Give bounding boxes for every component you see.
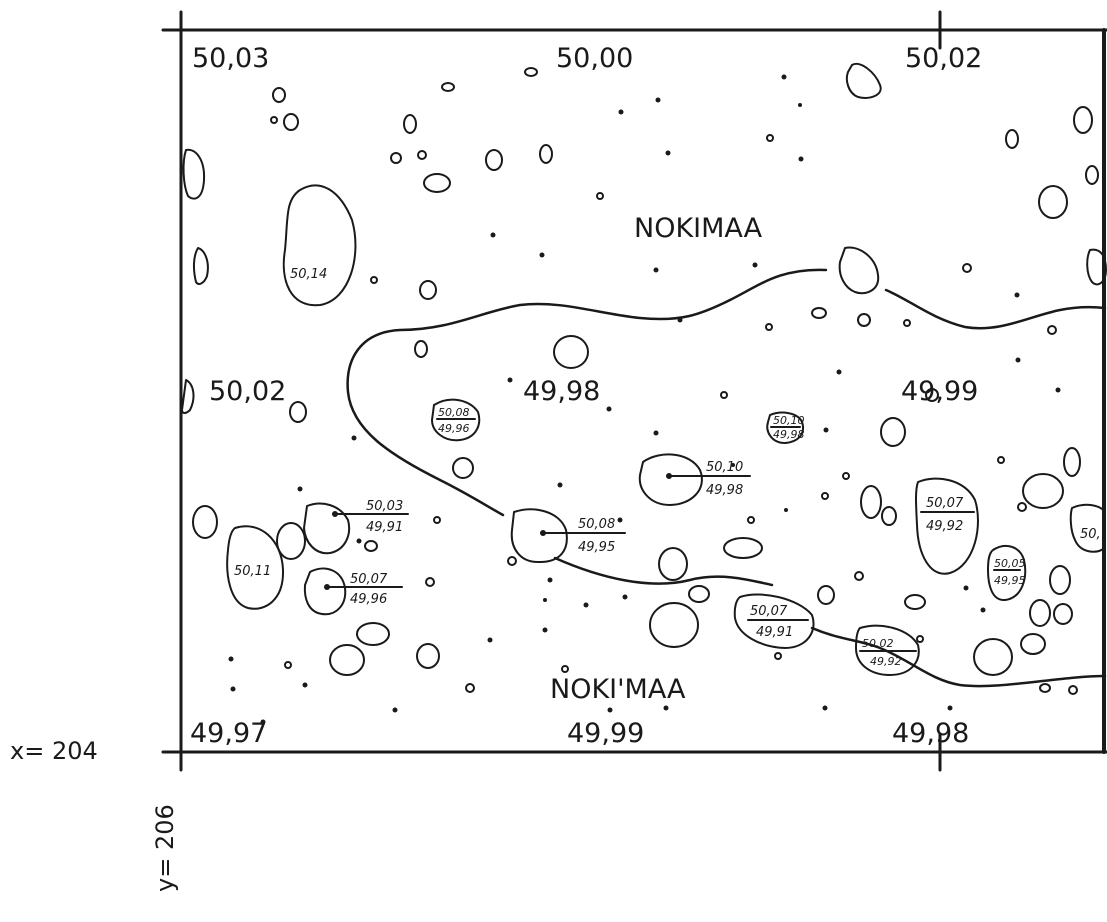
leader-dots (324, 473, 672, 590)
pair-bottom: 49,92 (870, 655, 902, 668)
boulder-height: 50,11 (234, 564, 271, 579)
pair-top: 50,03 (366, 499, 403, 514)
spot-height-top-right: 50,02 (905, 43, 982, 74)
spot-height-mid-left: 50,02 (209, 376, 286, 407)
leader-lines (326, 418, 1021, 652)
pair-bottom: 49,95 (994, 574, 1026, 587)
y-coordinate-label: y= 206 (151, 804, 179, 892)
boulder-heights: 50,14 50,11 50, (234, 267, 1101, 579)
pebbles (192, 67, 1099, 695)
pair-bottom: 49,95 (578, 540, 615, 555)
boulders (181, 62, 1107, 676)
contour-line-north-right (884, 288, 1107, 330)
pair-top: 50,07 (350, 572, 388, 587)
pair-bottom: 49,96 (438, 422, 470, 435)
pair-top: 50,02 (862, 637, 894, 650)
boulder-height: 50, (1080, 527, 1101, 542)
pair-bottom: 49,96 (350, 592, 387, 607)
pair-top: 50,05 (994, 557, 1026, 570)
pair-bottom: 49,91 (756, 625, 793, 640)
pair-bottom: 49,92 (926, 519, 963, 534)
area-name-south: NOKI'MAA (550, 674, 686, 705)
pair-top: 50,07 (750, 604, 788, 619)
pair-bottom: 49,91 (366, 520, 403, 535)
contour-line-south (553, 556, 774, 587)
grid-crosses (161, 10, 960, 772)
spot-height-top-left: 50,03 (192, 43, 269, 74)
pair-top: 50,07 (926, 496, 964, 511)
pair-top: 50,10 (706, 460, 743, 475)
x-coordinate-label: x= 204 (10, 737, 98, 765)
pair-top: 50,08 (438, 406, 470, 419)
pair-top: 50,08 (578, 517, 615, 532)
spot-height-bot-mid: 49,99 (567, 718, 644, 749)
spot-height-bot-left: 49,97 (190, 718, 267, 749)
contour-line-south-right (810, 626, 1107, 688)
height-pairs: 50,03 49,91 50,07 49,96 50,08 49,95 50,1… (350, 406, 1026, 668)
spot-height-top-mid: 50,00 (556, 43, 633, 74)
area-name-north: NOKIMAA (634, 213, 763, 244)
pair-top: 50,10 (773, 414, 805, 427)
spot-height-mid-right: 49,99 (901, 376, 978, 407)
spot-height-mid-center: 49,98 (523, 376, 600, 407)
spot-heights: 50,03 50,00 50,02 50,02 49,98 49,99 49,9… (190, 43, 982, 749)
boulder-height: 50,14 (290, 267, 327, 282)
pair-bottom: 49,98 (706, 483, 743, 498)
pair-bottom: 49,98 (773, 428, 805, 441)
dots (228, 74, 1061, 725)
contour-line-north (346, 268, 828, 517)
spot-height-bot-right: 49,98 (892, 718, 969, 749)
